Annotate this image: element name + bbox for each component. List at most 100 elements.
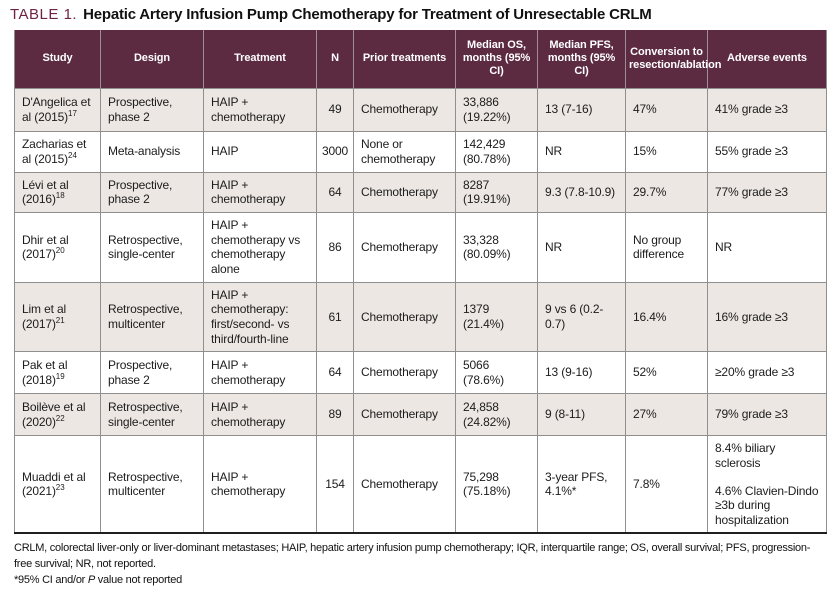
- footnotes: CRLM, colorectal liver-only or liver-dom…: [14, 541, 826, 588]
- column-header-design: Design: [100, 30, 204, 88]
- cell-adverse-events: 16% grade ≥3: [707, 281, 827, 353]
- cell-study: Muaddi et al (2021)23: [14, 435, 101, 534]
- cell-design: Prospective, phase 2: [100, 87, 204, 132]
- cell-median-pfs: 9.3 (7.8-10.9): [537, 171, 626, 213]
- column-header-study: Study: [14, 30, 101, 88]
- cell-adverse-events: 41% grade ≥3: [707, 87, 827, 132]
- cell-adverse-events: 8.4% biliary sclerosis 4.6% Clavien-Dindo…: [707, 435, 827, 534]
- cell-design: Retrospective, multicenter: [100, 281, 204, 353]
- adverse-event-text: 41% grade ≥3: [715, 102, 788, 117]
- cell-median-os: 33,328 (80.09%): [455, 211, 538, 283]
- adverse-event-text: ≥20% grade ≥3: [715, 365, 795, 380]
- cell-design: Retrospective, multicenter: [100, 435, 204, 534]
- cell-prior-treatments: Chemotherapy: [353, 281, 456, 353]
- cell-prior-treatments: None or chemotherapy: [353, 130, 456, 173]
- table-row: Lim et al (2017)21 Retrospective, multice…: [14, 281, 827, 353]
- cell-n: 154: [316, 435, 354, 534]
- cell-study: Boilève et al (2020)22: [14, 393, 101, 437]
- reference-superscript: 21: [55, 316, 65, 325]
- cell-conversion: 15%: [625, 130, 708, 173]
- cell-median-os: 5066 (78.6%): [455, 351, 538, 395]
- table-row: Pak et al (2018)19 Prospective, phase 2 HA…: [14, 351, 827, 395]
- cell-median-pfs: NR: [537, 130, 626, 173]
- cell-conversion: 7.8%: [625, 435, 708, 534]
- reference-superscript: 19: [55, 371, 65, 381]
- cell-prior-treatments: Chemotherapy: [353, 393, 456, 437]
- cell-median-os: 24,858 (24.82%): [455, 393, 538, 437]
- column-header-median-os: Median OS, months (95% CI): [455, 30, 538, 88]
- cell-study: Pak et al (2018)19: [14, 351, 101, 395]
- cell-design: Meta-analysis: [100, 130, 204, 173]
- adverse-event-text: 77% grade ≥3: [715, 184, 788, 199]
- cell-n: 49: [316, 87, 354, 132]
- adverse-event-text: 16% grade ≥3: [715, 309, 788, 324]
- reference-superscript: 20: [55, 246, 65, 256]
- cell-treatment: HAIP: [203, 130, 317, 173]
- adverse-event-text: 8.4% biliary sclerosis: [715, 441, 776, 470]
- asterisk-footnote: *95% CI and/or P value not reported: [14, 573, 826, 588]
- cell-conversion: 47%: [625, 87, 708, 132]
- table-row: D'Angelica et al (2015)17 Prospective, ph…: [14, 87, 827, 132]
- cell-design: Prospective, phase 2: [100, 171, 204, 213]
- cell-prior-treatments: Chemotherapy: [353, 87, 456, 132]
- cell-median-pfs: NR: [537, 211, 626, 283]
- table-number-label: TABLE 1.: [10, 6, 78, 23]
- cell-median-os: 142,429 (80.78%): [455, 130, 538, 173]
- cell-median-pfs: 13 (9-16): [537, 351, 626, 395]
- table-body: D'Angelica et al (2015)17 Prospective, ph…: [14, 87, 827, 534]
- cell-design: Retrospective, single-center: [100, 211, 204, 283]
- table-title: TABLE 1. Hepatic Artery Infusion Pump Che…: [10, 6, 840, 23]
- reference-superscript: 24: [68, 150, 77, 160]
- table-row: Muaddi et al (2021)23 Retrospective, mult…: [14, 435, 827, 534]
- cell-adverse-events: 55% grade ≥3: [707, 130, 827, 173]
- cell-treatment: HAIP + chemotherapy: first/second- vs th…: [203, 281, 317, 353]
- adverse-event-text: 79% grade ≥3: [715, 407, 788, 422]
- cell-conversion: 29.7%: [625, 171, 708, 213]
- column-header-median-pfs: Median PFS, months (95% CI): [537, 30, 626, 88]
- adverse-event-text: NR: [715, 239, 733, 254]
- cell-n: 64: [316, 171, 354, 213]
- asterisk-footnote-suffix: value not reported: [95, 574, 182, 587]
- adverse-event-text: 55% grade ≥3: [715, 144, 788, 159]
- cell-median-os: 8287 (19.91%): [455, 171, 538, 213]
- cell-design: Retrospective, single-center: [100, 393, 204, 437]
- table-row: Zacharias et al (2015)24 Meta-analysis HAI…: [14, 130, 827, 173]
- cell-treatment: HAIP + chemotherapy: [203, 393, 317, 437]
- cell-prior-treatments: Chemotherapy: [353, 435, 456, 534]
- reference-superscript: 18: [55, 191, 65, 201]
- column-header-treatment: Treatment: [203, 30, 317, 88]
- cell-conversion: 16.4%: [625, 281, 708, 353]
- cell-study: Dhir et al (2017)20: [14, 211, 101, 283]
- asterisk-footnote-prefix: *95% CI and/or: [14, 574, 88, 587]
- table-title-text: Hepatic Artery Infusion Pump Chemotherap…: [83, 6, 652, 23]
- cell-study: Zacharias et al (2015)24: [14, 130, 101, 173]
- cell-median-pfs: 3-year PFS, 4.1%*: [537, 435, 626, 534]
- cell-median-pfs: 13 (7-16): [537, 87, 626, 132]
- cell-adverse-events: NR: [707, 211, 827, 283]
- cell-study: D'Angelica et al (2015)17: [14, 87, 101, 132]
- reference-superscript: 22: [55, 413, 65, 423]
- cell-median-os: 75,298 (75.18%): [455, 435, 538, 534]
- cell-median-os: 33,886 (19.22%): [455, 87, 538, 132]
- cell-study: Lim et al (2017)21: [14, 281, 101, 353]
- cell-prior-treatments: Chemotherapy: [353, 211, 456, 283]
- reference-superscript: 17: [68, 108, 77, 118]
- header-row: Study Design Treatment N Prior treatment…: [14, 30, 827, 88]
- cell-conversion: No group difference: [625, 211, 708, 283]
- cell-adverse-events: 77% grade ≥3: [707, 171, 827, 213]
- table-row: Boilève et al (2020)22 Retrospective, sin…: [14, 393, 827, 437]
- cell-prior-treatments: Chemotherapy: [353, 351, 456, 395]
- cell-n: 89: [316, 393, 354, 437]
- cell-n: 86: [316, 211, 354, 283]
- cell-treatment: HAIP + chemotherapy: [203, 351, 317, 395]
- asterisk-footnote-pvalue: P: [87, 574, 95, 587]
- cell-conversion: 52%: [625, 351, 708, 395]
- column-header-n: N: [316, 30, 354, 88]
- cell-study: Lévi et al (2016)18: [14, 171, 101, 213]
- cell-median-pfs: 9 (8-11): [537, 393, 626, 437]
- column-header-adverse-events: Adverse events: [707, 30, 827, 88]
- cell-treatment: HAIP + chemotherapy: [203, 171, 317, 213]
- adverse-event-text: 4.6% Clavien-Dindo ≥3b during hospitaliz…: [715, 483, 819, 527]
